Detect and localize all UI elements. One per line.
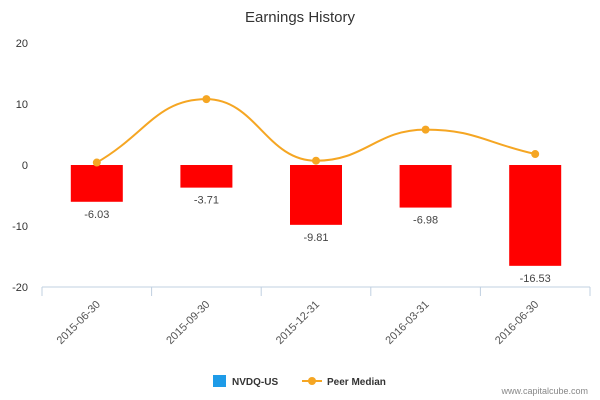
y-tick-label: -10 bbox=[12, 221, 28, 233]
legend-label-nvdq: NVDQ-US bbox=[232, 377, 278, 388]
peer-median-point bbox=[531, 150, 540, 159]
legend-label-peer: Peer Median bbox=[327, 377, 386, 388]
chart-title: Earnings History bbox=[245, 9, 356, 26]
bar bbox=[509, 165, 562, 266]
bar-data-label: -6.98 bbox=[413, 215, 438, 227]
peer-median-point bbox=[92, 158, 101, 167]
x-tick-label: 2015-06-30 bbox=[55, 299, 103, 347]
peer-median-line bbox=[96, 98, 536, 164]
y-axis-ticks: 20 10 0 -10 -20 bbox=[12, 38, 28, 294]
bar-data-label: -3.71 bbox=[194, 195, 219, 207]
x-tick-label: 2016-03-31 bbox=[383, 299, 431, 347]
bar bbox=[180, 165, 233, 188]
y-tick-label: -20 bbox=[12, 282, 28, 294]
legend: NVDQ-US Peer Median bbox=[213, 375, 386, 388]
line-series bbox=[92, 95, 540, 167]
x-axis: 2015-06-30 2015-09-30 2015-12-31 2016-03-31… bbox=[41, 286, 591, 347]
x-tick-label: 2015-09-30 bbox=[164, 299, 212, 347]
y-tick-label: 20 bbox=[16, 38, 28, 50]
y-tick-label: 0 bbox=[22, 160, 28, 172]
bar bbox=[399, 165, 452, 208]
x-tick-label: 2015-12-31 bbox=[274, 299, 322, 347]
credit-text: www.capitalcube.com bbox=[500, 386, 588, 396]
x-tick-label: 2016-06-30 bbox=[493, 299, 541, 347]
bar bbox=[70, 165, 123, 202]
bar-data-label: -16.53 bbox=[520, 273, 551, 285]
bar-data-label: -6.03 bbox=[84, 209, 109, 221]
peer-median-point bbox=[202, 95, 211, 104]
bar-data-label: -9.81 bbox=[303, 232, 328, 244]
bar-series: -6.03 -3.71 -9.81 -6.98 -16.53 bbox=[70, 165, 562, 285]
peer-median-point bbox=[421, 125, 430, 134]
legend-swatch-nvdq bbox=[213, 375, 226, 387]
y-tick-label: 10 bbox=[16, 99, 28, 111]
legend-swatch-peer-marker bbox=[308, 377, 316, 385]
bar bbox=[290, 165, 342, 225]
peer-median-point bbox=[312, 156, 320, 165]
